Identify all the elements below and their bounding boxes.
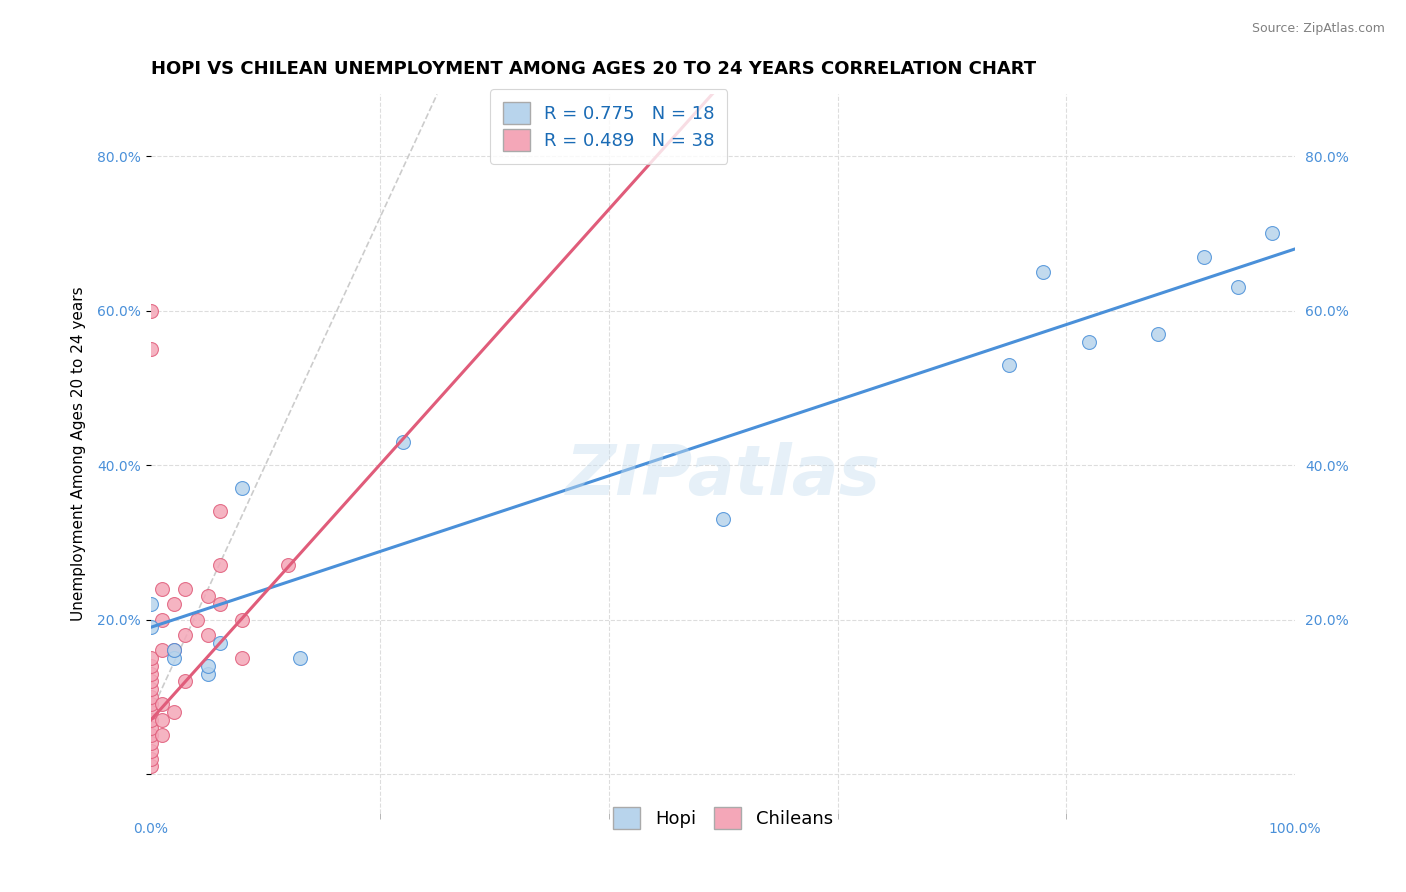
- Point: [139, 681, 162, 696]
- Point: [139, 713, 162, 727]
- Legend: Hopi, Chileans: Hopi, Chileans: [599, 792, 848, 843]
- Point: [139, 744, 162, 758]
- Point: [231, 613, 253, 627]
- Point: [139, 759, 162, 773]
- Point: [139, 698, 162, 712]
- Point: [139, 658, 162, 673]
- Text: ZIPatlas: ZIPatlas: [565, 442, 880, 508]
- Point: [1032, 265, 1054, 279]
- Point: [163, 651, 186, 665]
- Point: [150, 698, 173, 712]
- Point: [139, 343, 162, 357]
- Point: [391, 434, 413, 449]
- Y-axis label: Unemployment Among Ages 20 to 24 years: Unemployment Among Ages 20 to 24 years: [72, 286, 86, 621]
- Point: [197, 628, 219, 642]
- Point: [174, 674, 197, 689]
- Point: [139, 721, 162, 735]
- Point: [139, 728, 162, 742]
- Text: Source: ZipAtlas.com: Source: ZipAtlas.com: [1251, 22, 1385, 36]
- Point: [231, 481, 253, 495]
- Point: [139, 651, 162, 665]
- Point: [186, 613, 208, 627]
- Point: [711, 512, 734, 526]
- Point: [139, 303, 162, 318]
- Point: [1147, 326, 1170, 341]
- Point: [139, 751, 162, 765]
- Point: [1261, 227, 1284, 241]
- Point: [174, 582, 197, 596]
- Point: [288, 651, 311, 665]
- Point: [150, 643, 173, 657]
- Point: [208, 504, 231, 518]
- Point: [139, 597, 162, 611]
- Point: [163, 643, 186, 657]
- Point: [139, 736, 162, 750]
- Point: [163, 643, 186, 657]
- Point: [277, 558, 299, 573]
- Point: [139, 666, 162, 681]
- Text: HOPI VS CHILEAN UNEMPLOYMENT AMONG AGES 20 TO 24 YEARS CORRELATION CHART: HOPI VS CHILEAN UNEMPLOYMENT AMONG AGES …: [150, 60, 1036, 78]
- Point: [231, 651, 253, 665]
- Point: [197, 658, 219, 673]
- Point: [139, 705, 162, 719]
- Point: [150, 728, 173, 742]
- Point: [1192, 250, 1215, 264]
- Point: [174, 628, 197, 642]
- Point: [139, 620, 162, 634]
- Point: [208, 597, 231, 611]
- Point: [163, 597, 186, 611]
- Point: [197, 590, 219, 604]
- Point: [139, 674, 162, 689]
- Point: [197, 666, 219, 681]
- Point: [1078, 334, 1101, 349]
- Point: [139, 690, 162, 704]
- Point: [998, 358, 1021, 372]
- Point: [208, 636, 231, 650]
- Point: [150, 582, 173, 596]
- Point: [163, 705, 186, 719]
- Point: [208, 558, 231, 573]
- Point: [1227, 280, 1250, 294]
- Point: [150, 713, 173, 727]
- Point: [150, 613, 173, 627]
